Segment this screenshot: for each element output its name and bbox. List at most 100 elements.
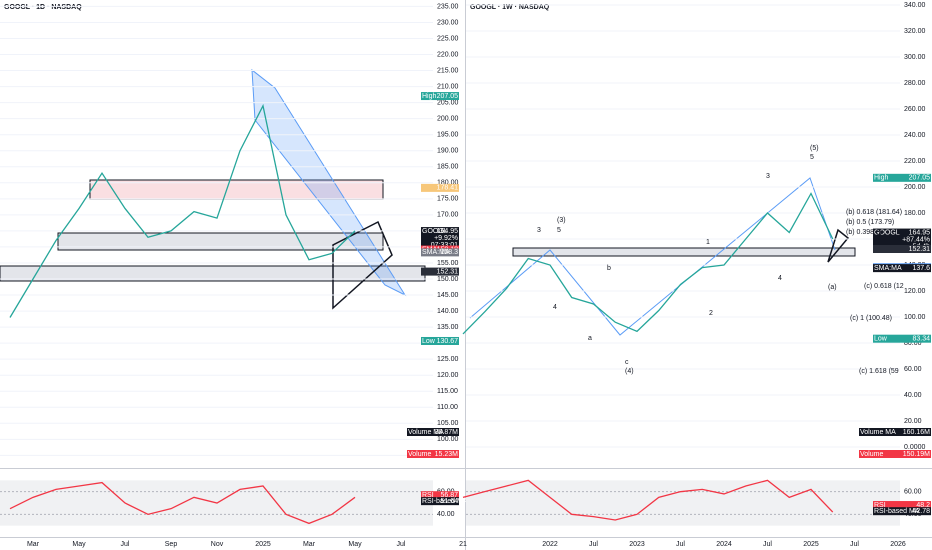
zone [512, 247, 856, 257]
tag-box [421, 227, 459, 250]
y-tick-label: 180.00 [437, 180, 459, 187]
tag-name: High [422, 93, 437, 100]
x-tick-label: 2022 [542, 541, 558, 548]
chart-title: GOOGL · 1D · NASDAQ [4, 4, 82, 11]
y-tick-label: 205.00 [437, 99, 459, 106]
annotation: 5 [557, 227, 561, 234]
tag-box [859, 450, 931, 458]
tag-name: RSI [874, 502, 886, 509]
zone [57, 232, 384, 251]
tag-name: GOOGL [422, 228, 448, 235]
tag-box [421, 267, 459, 276]
tag-box [873, 264, 931, 273]
x-tick-label: Jul [589, 541, 598, 548]
y-tick-label: 225.00 [437, 35, 459, 42]
y-tick-label: 40.00 [904, 392, 922, 399]
x-tick-label: 2026 [890, 541, 906, 548]
tag-box [421, 183, 459, 192]
price-tag: SMA:MA 137.6 [873, 264, 931, 273]
annotation: (b) 0.618 (181.64) [846, 209, 902, 216]
tag-name: RSI-based MA [874, 508, 920, 515]
y-tick-label: 340.00 [904, 2, 926, 9]
tag-value: 160.16M [903, 429, 930, 436]
annotation: 2 [709, 310, 713, 317]
annotation: (3) [557, 217, 566, 224]
x-tick-label: 21 [459, 541, 467, 548]
tag-name: SMA:MA [874, 265, 902, 272]
y-tick-label: 320.00 [904, 28, 926, 35]
y-tick-label: 200.00 [437, 115, 459, 122]
x-tick-label: 2025 [255, 541, 271, 548]
price-tag: High 207.05 [421, 92, 459, 101]
y-tick-label: 140.00 [437, 308, 459, 315]
y-tick-label: 210.00 [437, 83, 459, 90]
annotation: (b) 0.398 (1 [846, 229, 882, 236]
tag-box [421, 497, 459, 506]
y-tick-label: 180.00 [904, 210, 926, 217]
tag-value: 38.87M [435, 429, 459, 436]
annotation: 3 [766, 173, 770, 180]
y-tick-label: 0.0000 [904, 444, 926, 451]
tag-value: 83.34 [912, 336, 930, 343]
rsi-tick-label: 60.00 [904, 489, 922, 496]
y-tick-label: 195.00 [437, 132, 459, 139]
tag-name: RSI [422, 492, 434, 499]
tag-box [873, 245, 931, 254]
tag-value: 48.2 [916, 502, 930, 509]
tag-value: 207.05 [437, 93, 459, 100]
tag-value: 42.78 [912, 508, 930, 515]
tag-value: 130.67 [437, 338, 459, 345]
y-tick-label: 115.00 [437, 388, 458, 395]
wave-line [469, 177, 836, 336]
price-tag: Low 130.67 [421, 336, 459, 345]
y-tick-label: 200.00 [904, 184, 926, 191]
y-tick-label: 80.00 [904, 340, 922, 347]
rsi-tag: RSI 56.87 [421, 491, 459, 500]
annotation: 4 [553, 304, 557, 311]
y-tick-label: 100.00 [904, 314, 926, 321]
x-tick-label: Jul [121, 541, 130, 548]
tag-box [873, 173, 931, 182]
y-tick-label: 120.00 [437, 372, 459, 379]
tag-name: Low [422, 338, 436, 345]
rsi-band [466, 480, 900, 526]
y-tick-label: 120.00 [904, 288, 926, 295]
tag-box [873, 334, 931, 343]
tag-name: RSI-based MA [422, 498, 468, 505]
y-tick-label: 150.00 [437, 276, 459, 283]
y-tick-label: 215.00 [437, 67, 459, 74]
price-tag: 152.31 [421, 267, 459, 276]
tag-name: Low [874, 336, 888, 343]
y-tick-label: 105.00 [437, 420, 459, 427]
tag-name: GOOGL [874, 229, 900, 236]
y-tick-label: 260.00 [904, 106, 926, 113]
rsi-line [9, 481, 356, 525]
tag-value: 152.31 [437, 268, 459, 275]
x-tick-label: Jul [850, 541, 859, 548]
y-tick-label: 135.00 [437, 324, 459, 331]
tag-note: +9.92% [434, 235, 458, 242]
y-tick-label: 185.00 [437, 164, 459, 171]
x-tick-label: Jul [676, 541, 685, 548]
annotation: c [625, 359, 629, 366]
price-line [462, 192, 834, 335]
tag-value: 164.95 [437, 228, 459, 235]
tag-name: High [874, 175, 889, 182]
y-tick-label: 220.00 [437, 51, 459, 58]
tag-value: 137.6 [912, 265, 930, 272]
y-tick-label: 230.00 [437, 19, 459, 26]
annotation: (c) 1 (100.48) [850, 315, 892, 322]
y-tick-label: 100.00 [437, 436, 459, 443]
tag-value: 56.87 [440, 492, 458, 499]
annotation: 1 [706, 239, 710, 246]
y-tick-label: 220.00 [904, 158, 926, 165]
triangle [827, 228, 850, 263]
annotation: (c) 0.618 (12 [864, 283, 904, 290]
tag-box [407, 428, 459, 436]
price-line [9, 103, 356, 318]
tag-value: 152.31 [909, 246, 931, 253]
y-tick-label: 280.00 [904, 80, 926, 87]
x-tick-label: Sep [165, 541, 178, 548]
